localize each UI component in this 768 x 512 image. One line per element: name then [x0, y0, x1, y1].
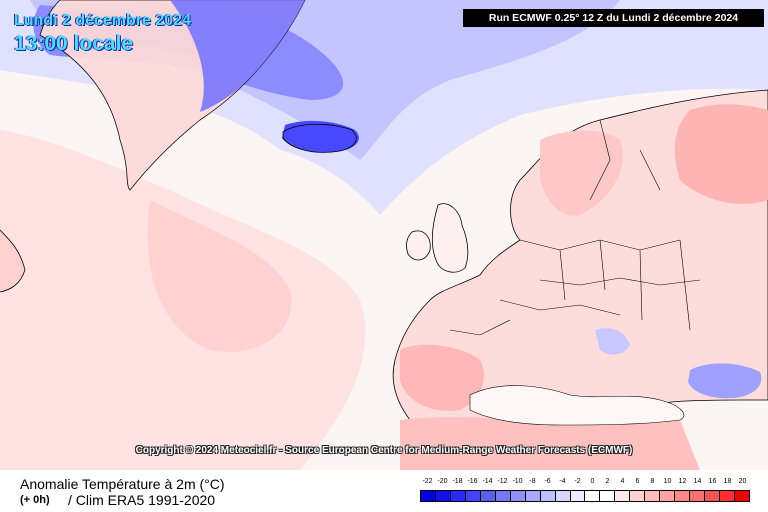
- forecast-step: (+ 0h): [20, 494, 50, 506]
- warm-anomaly-north-africa: [400, 417, 700, 470]
- legend-swatch: [450, 491, 466, 501]
- legend-tick-label: 20: [738, 478, 747, 485]
- legend-tick-label: 12: [678, 478, 687, 485]
- legend-tick-label: 8: [650, 478, 655, 485]
- legend-swatch: [705, 491, 721, 501]
- legend-swatch: [570, 491, 586, 501]
- model-run-banner: Run ECMWF 0.25° 12 Z du Lundi 2 décembre…: [463, 9, 764, 27]
- legend-tick-label: -12: [497, 478, 508, 485]
- mediterranean-sea: [469, 385, 685, 426]
- legend-swatch: [675, 491, 691, 501]
- variable-title: Anomalie Température à 2m (°C): [20, 476, 225, 492]
- legend-tick-label: -16: [467, 478, 478, 485]
- legend-swatch: [480, 491, 496, 501]
- legend-tick-label: -18: [452, 478, 463, 485]
- legend-tick-label: -20: [437, 478, 448, 485]
- canada-coast: [0, 229, 26, 293]
- legend-swatch: [645, 491, 661, 501]
- legend-swatch: [615, 491, 631, 501]
- greenland-cold-overlay: [170, 0, 305, 112]
- legend-tick-label: 4: [620, 478, 625, 485]
- legend-swatch: [660, 491, 676, 501]
- country-borders: [449, 119, 701, 336]
- legend-swatch: [510, 491, 526, 501]
- legend-swatch: [600, 491, 616, 501]
- legend-tick-label: 14: [693, 478, 702, 485]
- legend-tick-label: -14: [482, 478, 493, 485]
- legend-tick-label: 2: [605, 478, 610, 485]
- legend-tick-label: -22: [422, 478, 433, 485]
- legend-swatch: [465, 491, 481, 501]
- legend-swatch: [630, 491, 646, 501]
- legend-swatch: [555, 491, 571, 501]
- legend-swatch: [720, 491, 736, 501]
- map-footer: Anomalie Température à 2m (°C) (+ 0h) / …: [0, 470, 768, 512]
- legend-tick-label: 6: [635, 478, 640, 485]
- copyright-notice: Copyright © 2024 Meteociel.fr - Source E…: [135, 445, 633, 456]
- legend-labels: -22 -20 -18 -16 -14 -12 -10 -8 -6 -4 -2 0 2 4 6 8 10 12 14…: [420, 478, 750, 488]
- warm-anomaly-scandinavia: [540, 130, 623, 216]
- legend-tick-label: -6: [544, 478, 551, 485]
- legend-swatch: [585, 491, 601, 501]
- legend-tick-label: 16: [708, 478, 717, 485]
- legend-swatch: [690, 491, 706, 501]
- temperature-anomaly-map: [0, 0, 768, 470]
- legend-tick-label: 18: [723, 478, 732, 485]
- legend-swatch: [495, 491, 511, 501]
- british-isles-land: [432, 203, 469, 273]
- cold-anomaly-iceland: [282, 120, 359, 153]
- cold-anomaly-turkey: [688, 363, 762, 399]
- legend-tick-label: -4: [559, 478, 566, 485]
- forecast-time-title: 13:00 locale: [14, 32, 134, 55]
- legend-tick-label: -8: [529, 478, 536, 485]
- color-scale-legend: -22 -20 -18 -16 -14 -12 -10 -8 -6 -4 -2 0 2 4 6 8 10 12 14…: [420, 478, 750, 502]
- cold-anomaly-balkans: [595, 328, 630, 355]
- legend-tick-label: 10: [663, 478, 672, 485]
- legend-tick-label: -10: [512, 478, 523, 485]
- warm-anomaly-iberia: [400, 344, 484, 411]
- legend-tick-label: -2: [574, 478, 581, 485]
- legend-swatch: [421, 491, 436, 501]
- iceland-land: [282, 123, 357, 153]
- warm-anomaly-russia: [674, 104, 768, 204]
- legend-swatch: [735, 491, 749, 501]
- legend-color-bar: [420, 490, 750, 502]
- climatology-reference: / Clim ERA5 1991-2020: [68, 492, 216, 508]
- warm-anomaly-atlantic-core: [147, 200, 292, 352]
- legend-tick-label: 0: [590, 478, 595, 485]
- legend-swatch: [540, 491, 556, 501]
- ireland-land: [405, 230, 431, 261]
- legend-swatch: [525, 491, 541, 501]
- legend-swatch: [435, 491, 451, 501]
- forecast-date-title: Lundi 2 décembre 2024: [14, 12, 191, 29]
